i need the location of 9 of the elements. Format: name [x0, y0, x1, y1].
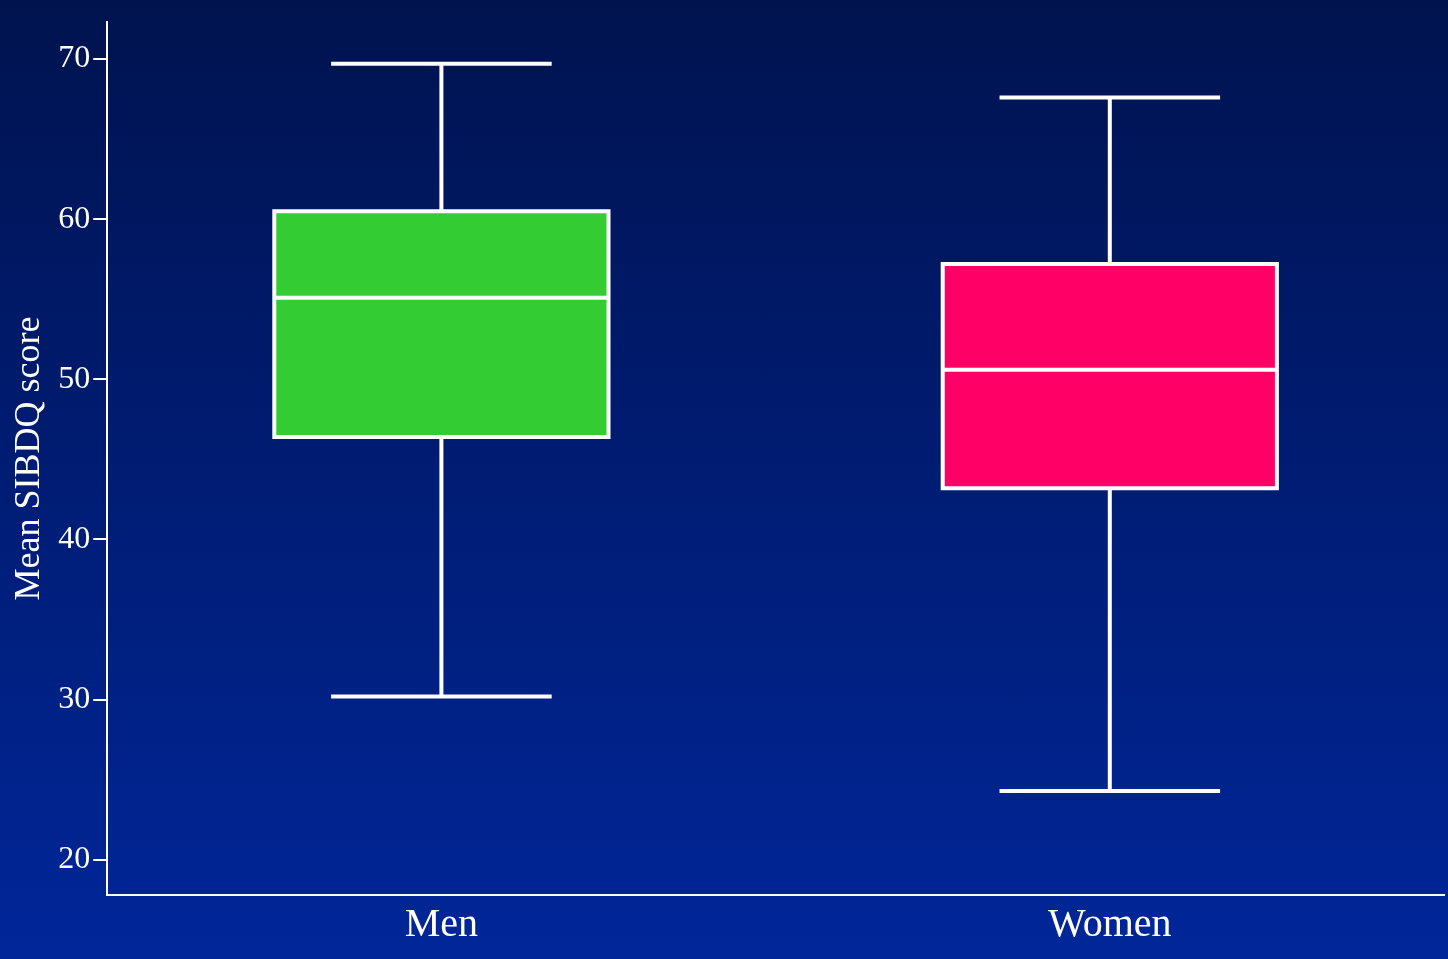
y-tick-label: 70 [58, 38, 91, 75]
x-tick-label: Women [1048, 899, 1172, 945]
y-tick-label: 40 [58, 518, 91, 555]
y-tick-label: 50 [58, 358, 91, 395]
x-tick-label: Men [404, 899, 479, 945]
y-tick-label: 60 [58, 198, 91, 235]
y-tick-label: 30 [58, 679, 91, 716]
y-axis-title: Mean SIBDQ score [7, 316, 48, 601]
y-tick-label: 20 [58, 839, 91, 876]
